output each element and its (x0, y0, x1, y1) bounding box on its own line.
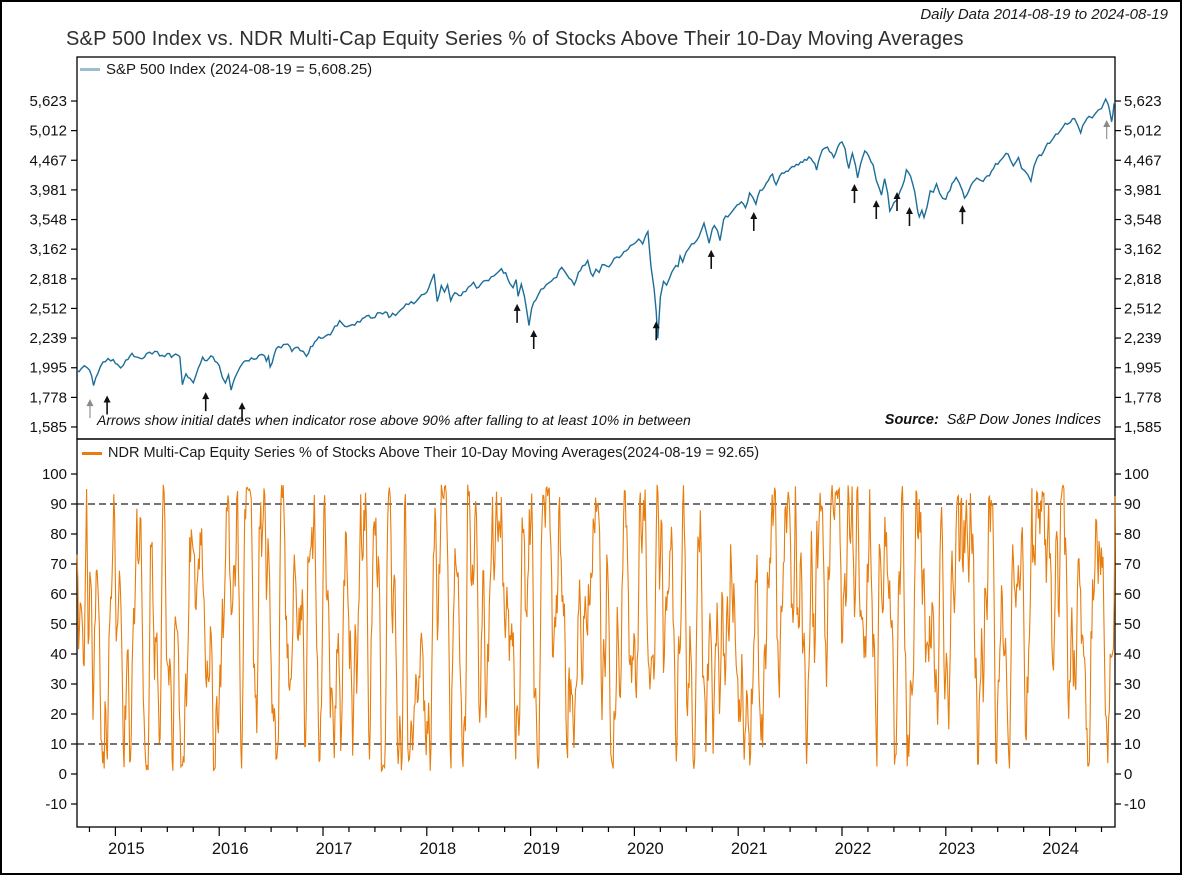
y-tick-label: 80 (1124, 526, 1141, 543)
source-value: S&P Dow Jones Indices (946, 412, 1101, 428)
y-tick-label: 3,981 (1124, 182, 1162, 199)
y-tick-label: 1,778 (29, 389, 67, 406)
y-tick-label: 1,995 (1124, 360, 1162, 377)
signal-arrowhead (893, 192, 901, 200)
signal-arrowhead (652, 321, 660, 329)
x-tick-label: 2021 (731, 840, 768, 858)
x-tick-label: 2017 (316, 840, 353, 858)
signal-arrowhead (850, 184, 858, 192)
y-axis-top: 5,623 5,623 5,012 5,012 4,467 4,467 3,981 3,981… (29, 93, 1161, 436)
oscillator-line-swatch (82, 451, 102, 455)
series-sp500-group (76, 97, 1116, 391)
daily-data-range: Daily Data 2014-08-19 to 2024-08-19 (920, 6, 1168, 23)
y-tick-label: 4,467 (1124, 152, 1162, 169)
y-tick-label: 0 (59, 766, 67, 783)
source-note: Source: S&P Dow Jones Indices (885, 412, 1101, 428)
y-tick-label: 60 (1124, 586, 1141, 603)
y-tick-label: 2,239 (1124, 330, 1162, 347)
panel-frames (76, 56, 1116, 828)
y-tick-label: 20 (1124, 706, 1141, 723)
y-tick-label: 2,818 (1124, 271, 1162, 288)
y-tick-label: 3,548 (1124, 212, 1162, 229)
y-tick-label: 5,623 (1124, 93, 1162, 110)
y-tick-label: 90 (50, 496, 67, 513)
sp500-line-swatch (80, 68, 100, 71)
series-oscillator-group (76, 484, 1116, 773)
y-tick-label: 0 (1124, 766, 1132, 783)
y-tick-label: 30 (1124, 676, 1141, 693)
y-tick-label: 20 (50, 706, 67, 723)
x-axis: 2015 2016 2017 2018 2019 2020 2021 2022 2023 2024 (88, 827, 1103, 858)
legend-sp500: S&P 500 Index (2024-08-19 = 5,608.25) (80, 61, 372, 78)
y-tick-label: 4,467 (29, 152, 67, 169)
signal-arrowhead (872, 200, 880, 208)
y-tick-label: 70 (50, 556, 67, 573)
y-tick-label: 100 (1124, 466, 1149, 483)
x-tick-label: 2023 (938, 840, 975, 858)
series-oscillator (76, 484, 1116, 773)
y-tick-label: 1,585 (29, 419, 67, 436)
y-tick-label: 2,512 (29, 300, 67, 317)
signal-arrowhead (905, 207, 913, 215)
y-tick-label: 50 (1124, 616, 1141, 633)
signal-arrowhead (103, 395, 111, 403)
x-tick-label: 2016 (212, 840, 249, 858)
y-tick-label: 50 (50, 616, 67, 633)
x-tick-label: 2024 (1042, 840, 1079, 858)
legend-sp500-label: S&P 500 Index (2024-08-19 = 5,608.25) (106, 61, 373, 78)
y-tick-label: 2,512 (1124, 300, 1162, 317)
y-tick-label: 3,981 (29, 182, 67, 199)
x-tick-label: 2022 (835, 840, 872, 858)
y-tick-label: 1,585 (1124, 419, 1162, 436)
y-tick-label: 3,162 (1124, 241, 1162, 258)
signal-arrowhead (530, 330, 538, 338)
y-tick-label: 100 (42, 466, 67, 483)
signal-arrowhead (513, 303, 521, 311)
signal-arrowhead (86, 399, 94, 407)
y-tick-label: 5,012 (29, 123, 67, 140)
y-tick-label: 1,995 (29, 360, 67, 377)
x-tick-label: 2019 (523, 840, 560, 858)
x-tick-label: 2018 (419, 840, 456, 858)
y-tick-label: 5,012 (1124, 123, 1162, 140)
x-tick-label: 2015 (108, 840, 145, 858)
y-tick-label: 30 (50, 676, 67, 693)
signal-arrowhead (958, 205, 966, 213)
series-sp500 (76, 97, 1116, 391)
signal-arrowhead (238, 402, 246, 410)
y-tick-label: 90 (1124, 496, 1141, 513)
signal-arrowhead (1103, 119, 1111, 127)
signal-arrowhead (202, 392, 210, 400)
y-tick-label: 10 (50, 736, 67, 753)
y-tick-label: 2,818 (29, 271, 67, 288)
x-tick-label: 2020 (627, 840, 664, 858)
y-tick-label: 3,162 (29, 241, 67, 258)
y-tick-label: 80 (50, 526, 67, 543)
y-tick-label: 40 (50, 646, 67, 663)
legend-oscillator-label: NDR Multi-Cap Equity Series % of Stocks … (108, 445, 760, 461)
y-tick-label: 5,623 (29, 93, 67, 110)
y-tick-label: 3,548 (29, 212, 67, 229)
signal-arrowhead (707, 249, 715, 257)
arrows-annotation: Arrows show initial dates when indicator… (97, 412, 691, 428)
y-tick-label: 60 (50, 586, 67, 603)
chart-title: S&P 500 Index vs. NDR Multi-Cap Equity S… (66, 28, 964, 50)
y-tick-label: 2,239 (29, 330, 67, 347)
y-tick-label: -10 (45, 796, 67, 813)
signal-arrowhead (750, 211, 758, 219)
y-tick-label: 10 (1124, 736, 1141, 753)
y-tick-label: 40 (1124, 646, 1141, 663)
legend-oscillator: NDR Multi-Cap Equity Series % of Stocks … (82, 445, 759, 461)
y-tick-label: -10 (1124, 796, 1146, 813)
signal-arrows (86, 119, 1111, 422)
source-label: Source: (884, 412, 939, 428)
y-tick-label: 70 (1124, 556, 1141, 573)
y-tick-label: 1,778 (1124, 389, 1162, 406)
